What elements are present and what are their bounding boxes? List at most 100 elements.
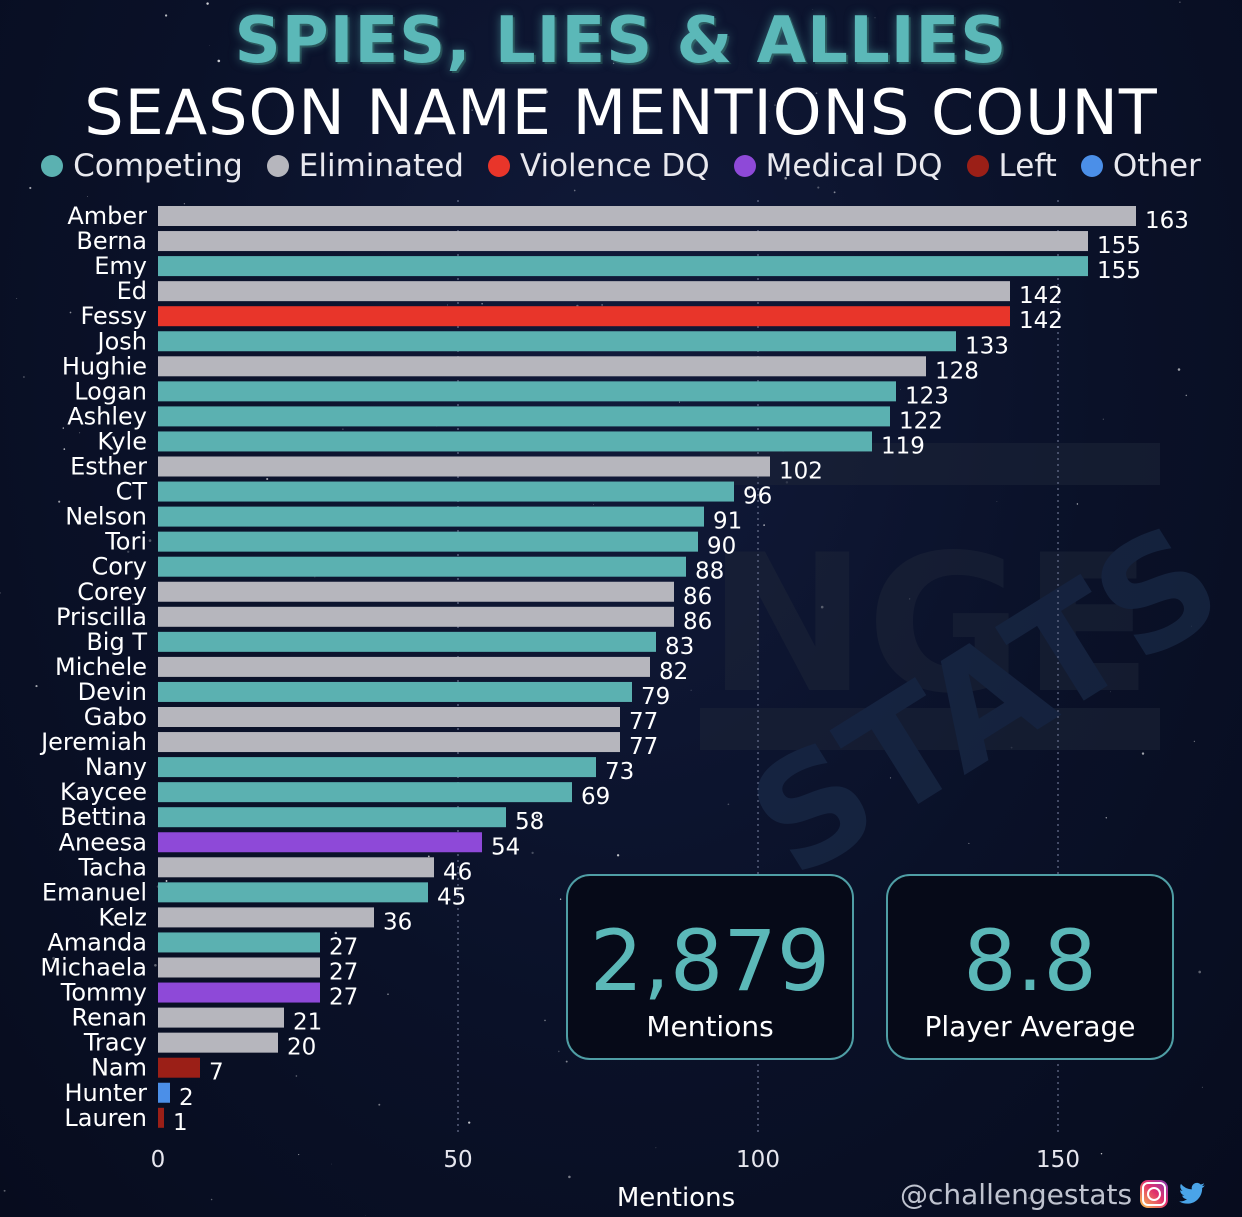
star-dot [763,524,765,526]
star-dot [616,854,620,857]
star-dot [266,477,269,481]
star-dot [545,90,549,94]
instagram-icon[interactable] [1140,1180,1169,1208]
star-dot [774,104,776,106]
bar [158,1057,200,1078]
star-dot [559,898,562,900]
legend-item: Medical DQ [733,148,943,184]
category-label: CT [116,478,148,506]
star-dot [727,803,730,806]
star-dot [22,376,25,378]
star-dot [601,304,603,306]
category-label: Priscilla [56,603,147,631]
data-label: 142 [1019,283,1063,309]
star-dot [330,1163,332,1165]
star-dot [1100,1152,1103,1155]
category-label: Amanda [47,928,147,956]
star-dot [1193,740,1196,743]
category-label: Jeremiah [39,728,147,756]
chart-subtitle: SEASON NAME MENTIONS COUNT [84,76,1158,149]
star-dot [127,550,130,553]
star-dot [79,432,81,434]
data-label: 102 [779,459,823,485]
star-dot [769,120,770,122]
star-dot [52,956,55,960]
star-dot [29,186,32,190]
bar [158,606,674,627]
legend-item: Violence DQ [487,148,710,184]
data-label: 7 [209,1060,224,1086]
bar [158,857,434,878]
star-dot [139,398,141,400]
total-mentions-label: Mentions [646,1010,774,1043]
data-label: 83 [665,634,694,660]
legend-item: Other [1080,148,1201,184]
bar [158,431,872,452]
star-dot [209,45,210,46]
star-dot [573,189,576,192]
category-label: Aneesa [59,828,147,856]
x-tick-label: 0 [151,1147,166,1173]
bar [158,331,956,352]
star-dot [1028,1196,1031,1200]
bar [158,907,374,928]
data-label: 77 [629,709,658,735]
star-dot [378,1103,381,1106]
total-mentions-card: 2,879 Mentions [566,874,854,1060]
star-dot [688,28,690,30]
legend-swatch [966,155,989,177]
data-label: 79 [641,684,670,710]
bar [158,1032,278,1053]
star-dot [298,1154,300,1156]
star-dot [471,109,474,111]
star-dot [815,92,818,95]
data-label: 128 [935,358,979,384]
page-title: SPIES, LIES & ALLIES [234,4,1008,78]
star-dot [690,689,692,691]
category-label: Michele [55,653,147,681]
star-dot [968,842,970,844]
category-label: Kyle [97,427,147,455]
star-dot [365,1214,367,1216]
star-dot [817,186,820,189]
star-dot [812,9,814,10]
watermark-logo: NGE STATS [700,443,1242,911]
star-dot [427,855,430,858]
star-dot [63,448,66,450]
category-label: Devin [78,678,147,706]
star-dot [820,605,824,609]
data-label: 122 [899,408,943,434]
bar [158,982,320,1003]
data-label: 90 [707,534,736,560]
legend-label: Competing [73,148,243,184]
star-dot [531,851,534,855]
data-label: 77 [629,734,658,760]
social-handle[interactable]: @challengestats [900,1177,1133,1211]
bar [158,957,320,978]
star-dot [676,1203,678,1206]
chart-legend: Competing Eliminated Violence DQ Medical DQ… [0,148,1242,184]
star-dot [295,1075,298,1077]
star-dot [87,196,88,197]
category-label: Big T [86,628,147,656]
data-label: 21 [293,1010,322,1036]
data-label: 27 [329,985,358,1011]
data-label: 155 [1097,258,1141,284]
star-dot [164,14,168,17]
x-tick-label: 50 [443,1147,472,1173]
star-dot [1076,503,1079,505]
data-label: 155 [1097,233,1141,259]
category-label: Tori [104,528,147,556]
legend-label: Eliminated [298,148,464,184]
twitter-icon[interactable] [1176,1180,1208,1208]
svg-text:NGE: NGE [708,514,1153,735]
category-label: Bettina [60,803,147,831]
legend-item: Competing [41,148,243,184]
star-dot [62,427,64,429]
category-label: Fessy [81,302,147,330]
x-axis-label: Mentions [617,1183,735,1213]
star-dot [1185,394,1188,397]
category-label: Amber [67,202,147,230]
star-dot [421,126,424,129]
